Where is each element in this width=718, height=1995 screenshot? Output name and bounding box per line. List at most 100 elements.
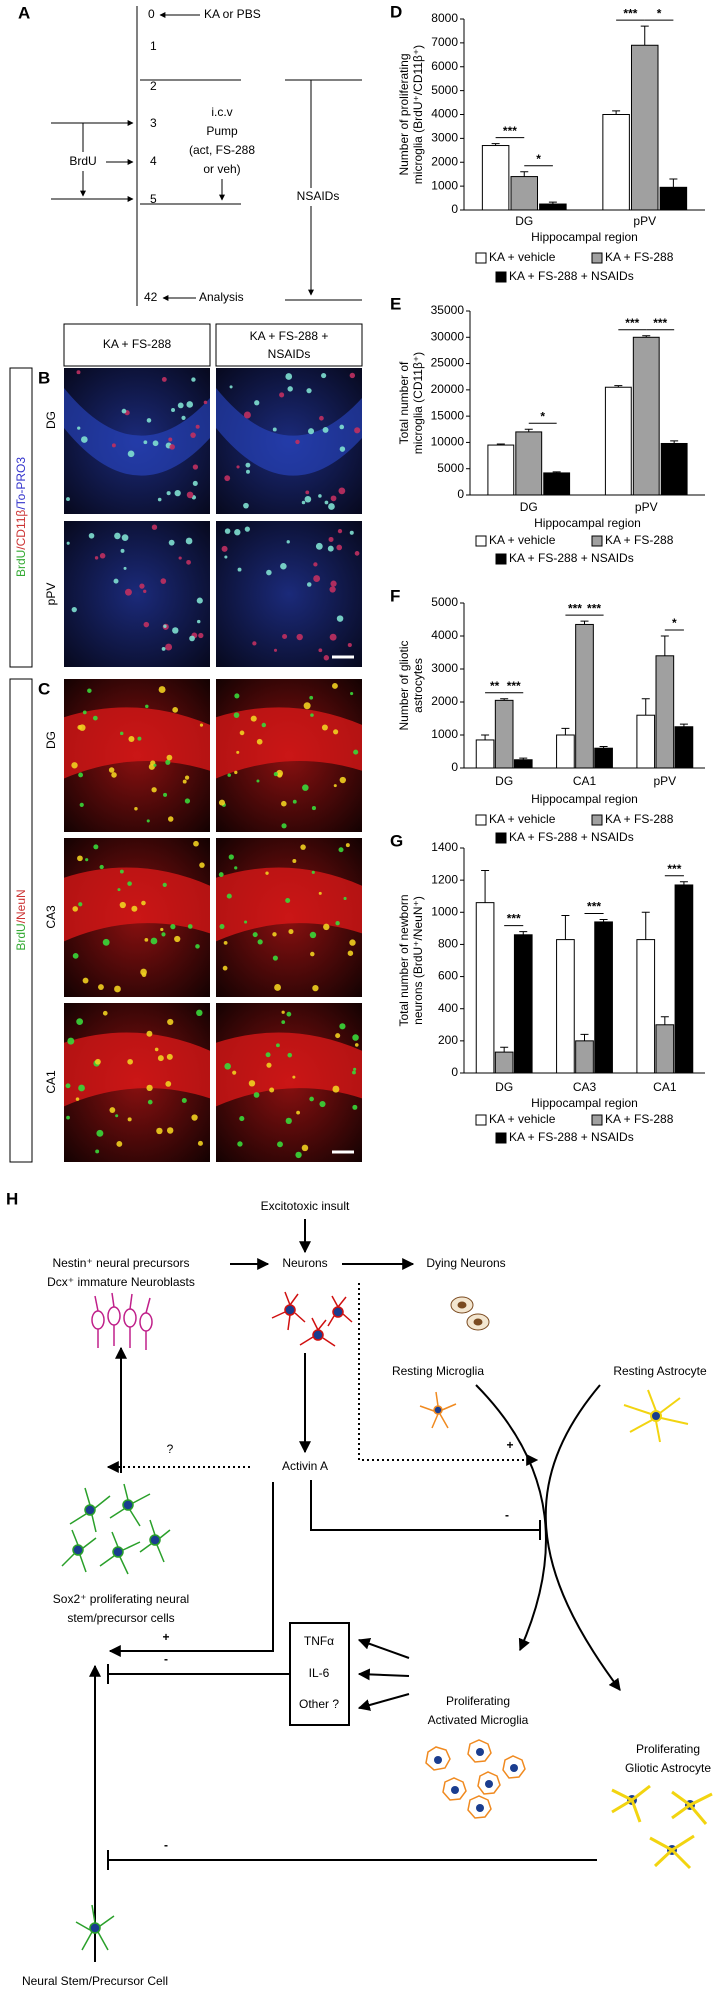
- inhibition: [107, 1850, 597, 1870]
- panel-letter: E: [390, 294, 401, 313]
- x-tick-label: DG: [520, 500, 538, 514]
- legend-swatch: [495, 832, 507, 844]
- cell-dot: [300, 844, 306, 850]
- neuroblasts: [91, 1292, 153, 1350]
- panel-c: BrdU/NeuN C DG CA3 CA1: [9, 678, 58, 1163]
- bar: [655, 655, 675, 769]
- cell-dot: [139, 583, 145, 589]
- cell-dot: [349, 939, 356, 946]
- bar: [602, 114, 630, 211]
- cell-dot: [181, 1097, 187, 1104]
- cell-dot: [145, 704, 149, 709]
- panel-b: BrdU/CD11β/To-PRO3 B KA + FS-288 KA + FS…: [9, 323, 363, 668]
- arrow: [475, 1384, 547, 1652]
- bar: [539, 203, 567, 211]
- error-bar: [642, 335, 651, 338]
- cell-dot: [186, 491, 194, 499]
- y-tick-label: 10000: [431, 435, 465, 449]
- cell-dot: [127, 1117, 132, 1122]
- significance-label: ***: [507, 679, 521, 693]
- cell-dot: [187, 924, 193, 929]
- significance-label: ***: [667, 862, 681, 876]
- timepoint: 3: [150, 116, 157, 130]
- cell-dot: [157, 1055, 164, 1062]
- cell-dot: [78, 902, 83, 907]
- cell-dot: [318, 494, 322, 498]
- cell-dot: [349, 372, 356, 379]
- significance-label: ***: [507, 912, 521, 926]
- cell-dot: [195, 944, 200, 949]
- header-box: [63, 323, 211, 367]
- label: Activin A: [282, 1459, 328, 1473]
- bar: [487, 444, 515, 496]
- cell-dot: [234, 529, 241, 536]
- error-bar: [679, 723, 688, 727]
- legend-swatch: [495, 271, 507, 283]
- cell-dot: [152, 440, 159, 447]
- y-axis-label: microglia (CD11β⁺): [411, 352, 425, 454]
- significance-label: *: [540, 409, 545, 423]
- y-tick-label: 0: [451, 760, 458, 774]
- cell-dot: [252, 932, 258, 938]
- cell-dot: [167, 1018, 174, 1026]
- inhibition: [310, 1480, 541, 1540]
- cell-dot: [333, 784, 337, 788]
- cell-dot: [354, 1043, 359, 1047]
- legend-label: KA + FS-288 + NSAIDs: [509, 269, 634, 283]
- cell-dot: [78, 772, 84, 778]
- cell-dot: [67, 1037, 75, 1045]
- resting-microglia: [419, 1391, 457, 1429]
- cell-dot: [335, 921, 340, 926]
- error-bar: [670, 440, 679, 444]
- cell-dot: [185, 537, 193, 545]
- cell-dot: [72, 952, 79, 959]
- cell-dot: [245, 462, 251, 468]
- cell-dot: [311, 870, 315, 874]
- cell-dot: [285, 1117, 292, 1125]
- label: Dcx⁺ immature Neuroblasts: [47, 1275, 195, 1289]
- cell-dot: [335, 1033, 341, 1039]
- row-label: CA1: [44, 1070, 58, 1094]
- cell-dot: [318, 648, 323, 653]
- label: Pump: [206, 124, 238, 138]
- significance-label: ***: [623, 6, 637, 20]
- legend-label: KA + vehicle: [489, 250, 556, 264]
- cell-dot: [287, 386, 293, 392]
- cell-dot: [146, 1030, 153, 1037]
- cell-dot: [166, 491, 171, 496]
- bar: [543, 472, 571, 496]
- timepoint: 4: [150, 154, 157, 168]
- x-tick-label: pPV: [653, 774, 676, 788]
- cell-dot: [66, 541, 70, 545]
- cell-dot: [203, 400, 208, 405]
- cell-dot: [347, 642, 352, 648]
- label: BrdU: [69, 154, 96, 168]
- cell-layer: [216, 388, 362, 476]
- cell-dot: [349, 530, 354, 535]
- legend-swatch: [475, 1114, 487, 1126]
- cell-dot: [131, 905, 138, 912]
- error-bar: [599, 746, 608, 749]
- cell-dot: [272, 932, 277, 937]
- cell-dot: [186, 559, 191, 565]
- bar: [604, 386, 632, 496]
- cell-dot: [282, 634, 288, 640]
- label: Other ?: [299, 1697, 339, 1711]
- cell-dot: [350, 691, 354, 696]
- cell-dot: [158, 686, 166, 694]
- cell-dot: [256, 738, 263, 745]
- significance-label: ***: [503, 124, 517, 138]
- cell-dot: [285, 373, 293, 380]
- timepoint: 0: [148, 7, 155, 21]
- cell-dot: [127, 1058, 133, 1065]
- cell-dot: [77, 725, 83, 730]
- y-tick-label: 8000: [431, 11, 458, 25]
- cell-dot: [72, 906, 78, 912]
- cell-dot: [191, 377, 196, 382]
- bar: [636, 714, 656, 769]
- cell-dot: [119, 869, 124, 874]
- cell-dot: [233, 712, 240, 718]
- panel-letter: H: [6, 1189, 18, 1208]
- label: TNFα: [304, 1634, 334, 1648]
- bar: [494, 1051, 514, 1074]
